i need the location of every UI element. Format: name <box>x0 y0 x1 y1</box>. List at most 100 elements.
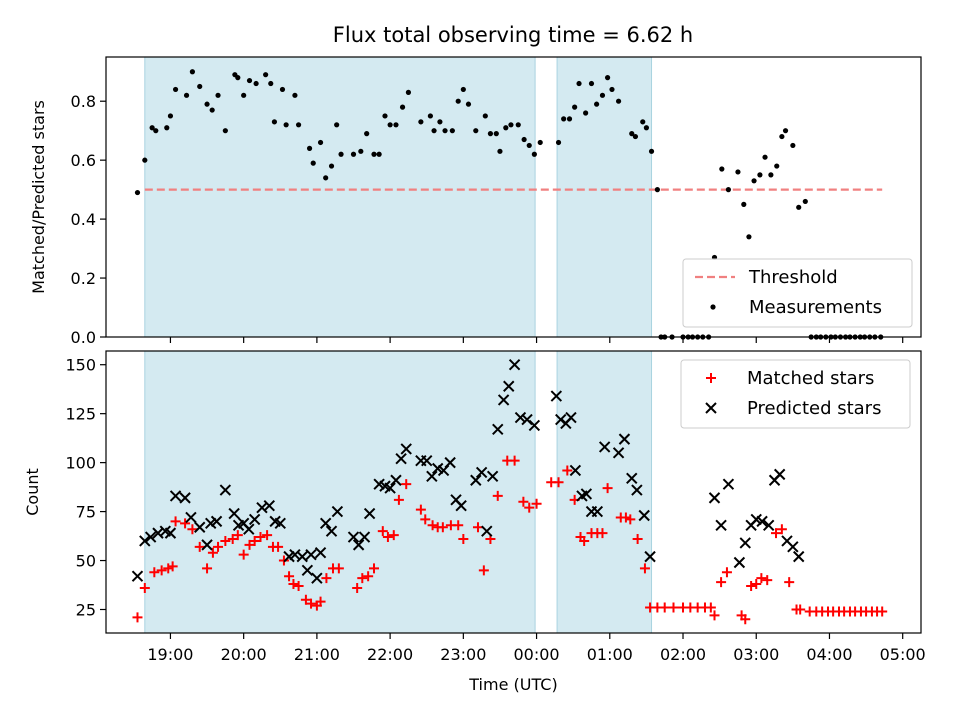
data-point <box>598 441 611 453</box>
data-point <box>271 119 278 125</box>
data-point <box>531 151 537 157</box>
data-point <box>197 83 203 90</box>
data-point <box>705 602 716 613</box>
y-axis-label: Count <box>23 468 42 516</box>
data-point <box>319 517 332 530</box>
legend-matched-swatch <box>706 373 716 383</box>
data-point <box>644 550 656 563</box>
data-point <box>364 131 370 137</box>
data-point <box>579 535 590 546</box>
observing-window-1 <box>144 350 536 634</box>
data-point <box>164 527 177 539</box>
y-tick-label: 50 <box>76 552 96 571</box>
y-tick-label: 125 <box>65 405 96 424</box>
data-point <box>762 154 768 160</box>
data-point <box>620 512 631 523</box>
data-point <box>492 490 503 501</box>
data-point <box>604 75 611 81</box>
data-point <box>472 522 483 533</box>
legend-predicted-swatch <box>705 402 717 414</box>
series-predicted-stars <box>131 359 805 584</box>
y-tick-label: 0.4 <box>71 210 96 229</box>
data-point <box>553 477 564 488</box>
y-tick-label: 25 <box>76 601 96 620</box>
data-point <box>602 483 613 494</box>
data-point <box>164 125 170 131</box>
data-point <box>347 531 360 543</box>
data-point <box>314 547 327 559</box>
data-point <box>369 563 380 574</box>
data-point <box>580 488 593 500</box>
observing-window-1 <box>144 56 536 338</box>
data-point <box>524 502 535 513</box>
data-point <box>139 535 151 547</box>
data-point <box>149 567 160 578</box>
data-point <box>377 526 388 537</box>
data-point <box>210 515 223 528</box>
data-point <box>249 535 260 546</box>
data-point <box>460 86 466 93</box>
x-tick-label: 21:00 <box>294 645 340 664</box>
series-matched-stars <box>132 455 888 625</box>
data-point <box>238 549 249 560</box>
data-point <box>784 577 795 588</box>
data-point <box>310 160 316 166</box>
data-point <box>757 172 763 178</box>
data-point <box>317 139 324 146</box>
data-point <box>492 423 504 436</box>
bottom-panel-counts: 25 50 75 100 125 150 Count 19:00 20:00 21:00 22:00… <box>23 350 926 694</box>
data-point <box>497 148 503 154</box>
data-point <box>458 534 469 544</box>
data-point <box>708 492 721 504</box>
data-point <box>311 572 323 584</box>
data-point <box>315 596 326 607</box>
x-tick-label: 02:00 <box>660 645 706 664</box>
x-tick-label: 05:00 <box>880 645 926 664</box>
data-point <box>427 520 438 531</box>
data-point <box>415 504 426 515</box>
data-point <box>331 505 344 518</box>
data-point <box>528 419 541 432</box>
data-point <box>482 113 488 119</box>
x-axis-label: Time (UTC) <box>468 675 557 694</box>
data-point <box>493 131 499 137</box>
legend-label: Predicted stars <box>747 398 881 419</box>
data-point <box>384 482 396 494</box>
data-point <box>273 541 284 552</box>
data-point <box>382 113 388 119</box>
data-point <box>639 563 650 574</box>
data-point <box>167 561 178 572</box>
data-point <box>185 511 197 524</box>
data-point <box>333 563 344 574</box>
data-point <box>521 136 527 143</box>
data-point <box>576 80 582 87</box>
data-point <box>279 86 286 93</box>
data-point <box>395 453 407 465</box>
data-point <box>131 570 144 582</box>
data-point <box>306 145 313 151</box>
data-point <box>486 470 499 483</box>
top-panel-ratio: 0.0 0.2 0.4 0.6 0.8 Matched/Predicted stars Th… <box>29 56 922 347</box>
data-point <box>735 169 741 175</box>
data-point <box>183 92 190 98</box>
data-point <box>722 478 735 490</box>
y-tick-label: 75 <box>76 503 96 522</box>
data-point <box>768 172 774 178</box>
x-tick-label: 22:00 <box>367 645 413 664</box>
data-point <box>253 80 259 87</box>
y-axis-label: Matched/Predicted stars <box>29 100 48 294</box>
data-point <box>393 122 399 128</box>
data-point <box>741 201 747 207</box>
legend: Matched stars Predicted stars <box>680 359 911 429</box>
data-point <box>444 456 456 469</box>
data-point <box>526 142 532 149</box>
data-point <box>629 131 635 137</box>
data-point <box>503 380 515 392</box>
data-point <box>352 539 365 551</box>
data-point <box>774 163 780 169</box>
data-point <box>189 69 196 75</box>
data-point <box>751 579 762 590</box>
data-point <box>268 80 274 87</box>
data-point <box>721 567 732 578</box>
x-tick-label: 03:00 <box>733 645 779 664</box>
